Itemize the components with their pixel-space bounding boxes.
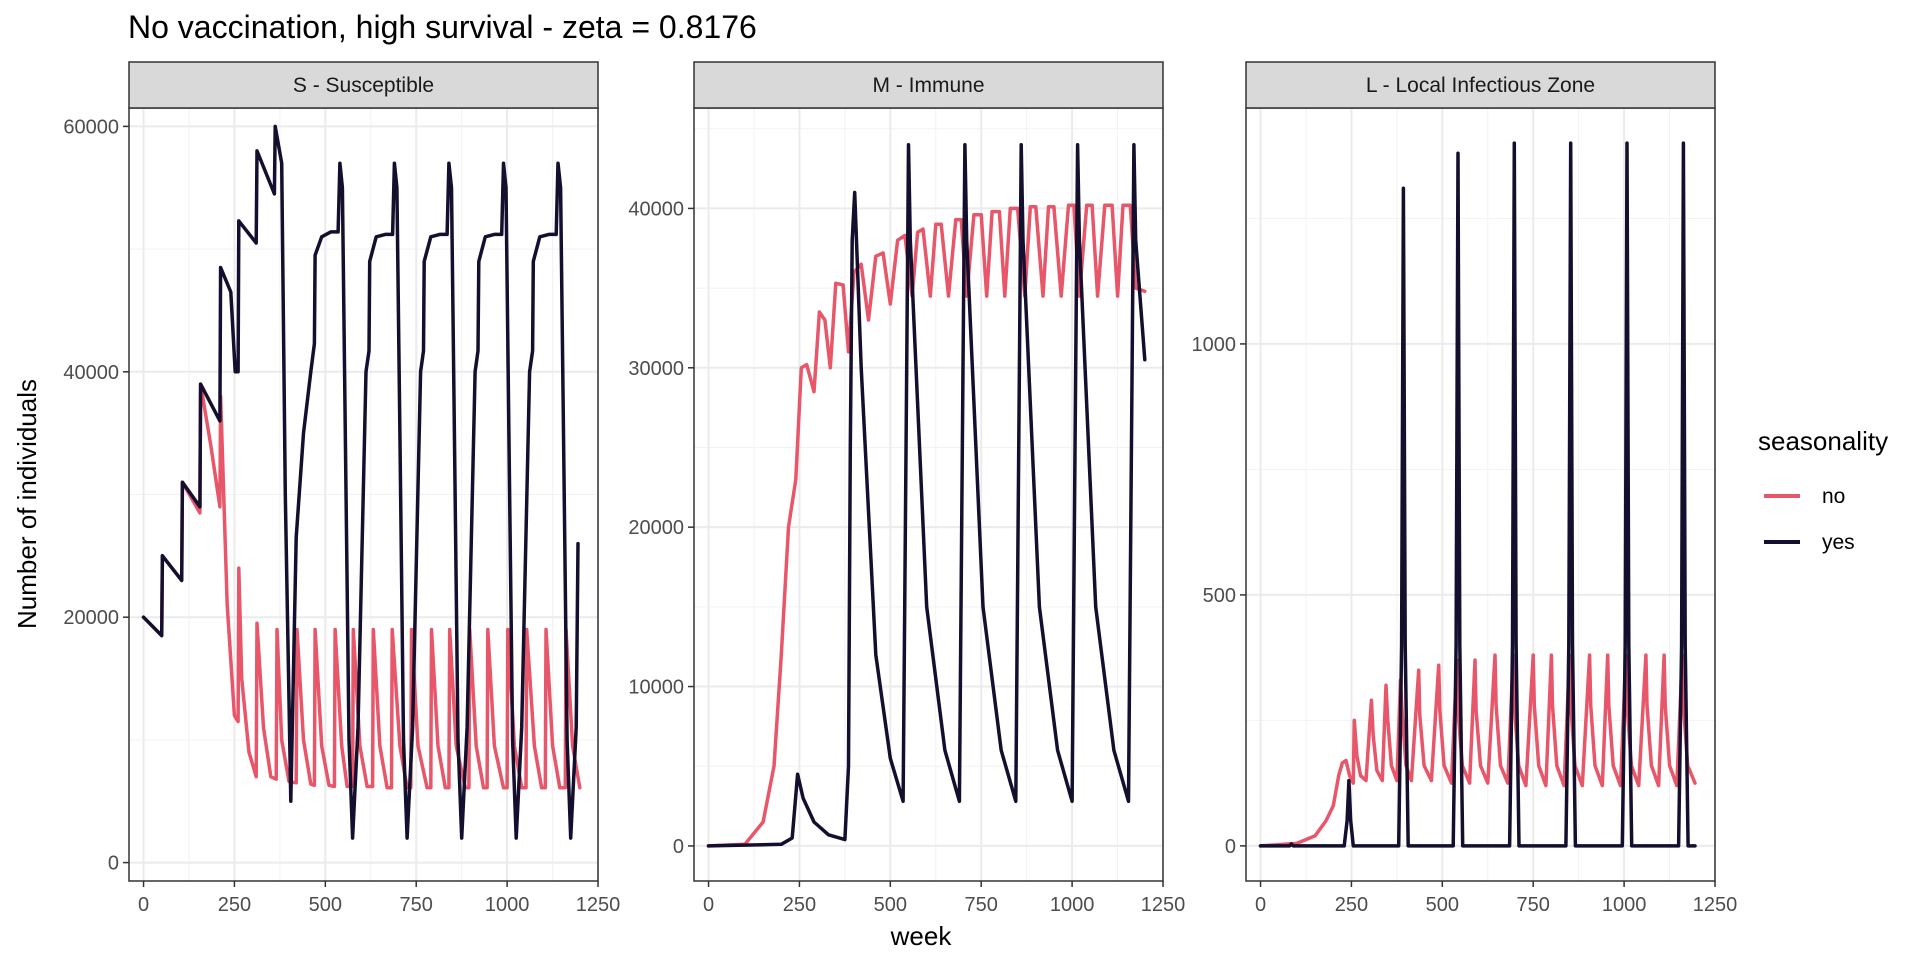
y-tick-label: 60000 [63,116,119,138]
x-tick-label: 250 [218,894,251,916]
chart-title: No vaccination, high survival - zeta = 0… [128,9,757,45]
x-tick-label: 0 [1255,894,1266,916]
strip-background [1245,61,1716,109]
y-tick-label: 500 [1203,585,1236,607]
series-line-no [706,203,1147,848]
y-tick-label: 10000 [628,677,684,699]
y-tick-label: 0 [1225,836,1236,858]
x-tick-label: 750 [400,894,433,916]
x-tick-label: 0 [703,894,714,916]
panel-2: M - Immune 0 250 500 750 1000 1250 0 10000 20000 3… [628,61,1186,916]
x-tick-label: 500 [1426,894,1459,916]
x-axis-title: week [890,921,953,951]
legend-label-no: no [1822,485,1845,508]
x-tick-label: 500 [309,894,342,916]
y-tick-label: 0 [108,853,119,875]
x-tick-label: 1000 [485,894,530,916]
legend-label-yes: yes [1822,531,1855,554]
y-tick-label: 20000 [628,517,684,539]
series-line-yes [1258,141,1697,848]
series-line-no [1258,653,1697,848]
y-tick-label: 30000 [628,358,684,380]
strip-label: L - Local Infectious Zone [1366,74,1595,97]
y-axis-title: Number of individuals [12,379,42,629]
x-tick-label: 750 [1517,894,1550,916]
y-tick-label: 20000 [63,607,119,629]
strip-background [693,61,1164,109]
x-tick-label: 500 [874,894,907,916]
x-tick-label: 250 [783,894,816,916]
x-tick-label: 1250 [576,894,621,916]
x-tick-label: 1000 [1050,894,1095,916]
x-tick-label: 1250 [1141,894,1186,916]
x-tick-label: 0 [138,894,149,916]
x-tick-label: 250 [1335,894,1368,916]
series-line-yes [141,124,580,840]
y-tick-label: 0 [673,836,684,858]
panel-1: S - Susceptible 0 250 500 750 1000 1250 0 20000 4… [63,61,621,916]
series-line-yes [706,142,1147,848]
legend: seasonality no yes [1758,426,1888,554]
x-tick-label: 750 [965,894,998,916]
x-tick-label: 1250 [1693,894,1738,916]
strip-label: M - Immune [872,74,984,97]
series-line-no [141,382,582,790]
y-tick-label: 40000 [628,198,684,220]
y-tick-label: 1000 [1192,334,1237,356]
facet-panels: S - Susceptible 0 250 500 750 1000 1250 0 20000 4… [63,61,1738,916]
panel-3: L - Local Infectious Zone 0 250 500 750 1000 1… [1192,61,1738,916]
legend-title: seasonality [1758,426,1888,456]
y-tick-label: 40000 [63,362,119,384]
strip-label: S - Susceptible [293,74,434,97]
x-tick-label: 1000 [1602,894,1647,916]
strip-background [128,61,599,109]
